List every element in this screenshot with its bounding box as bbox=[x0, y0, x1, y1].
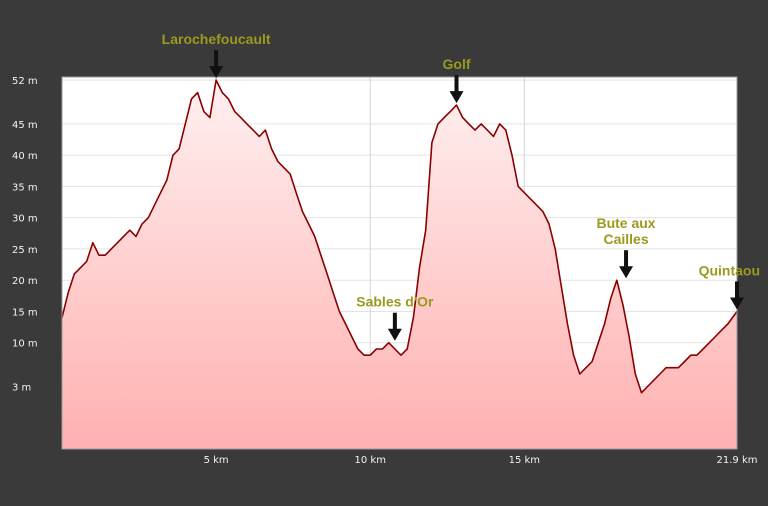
annotation-quintaou: Quintaou bbox=[699, 262, 760, 310]
y-axis-ticks: 52 m 45 m 40 m 35 m 30 m 25 m 20 m 15 m 10 m 3 m bbox=[12, 76, 38, 393]
annotation-arrow-head bbox=[209, 66, 224, 79]
annotation-label: Golf bbox=[443, 56, 471, 72]
annotation-label: Quintaou bbox=[699, 262, 760, 278]
y-tick-label: 25 m bbox=[12, 245, 38, 256]
plot-border bbox=[61, 76, 738, 450]
annotation-label: Bute aux bbox=[596, 215, 655, 231]
y-tick-label: 45 m bbox=[12, 120, 38, 131]
y-tick-label: 52 m bbox=[12, 76, 38, 87]
annotation-label: Sables d'Or bbox=[356, 294, 434, 310]
annotation-label: Larochefoucault bbox=[162, 31, 271, 47]
y-tick-label: 3 m bbox=[12, 382, 31, 393]
x-axis-ticks: 5 km 10 km 15 km 21.9 km bbox=[204, 455, 758, 466]
annotation-golf: Golf bbox=[443, 56, 471, 104]
annotation-arrow-head bbox=[619, 266, 634, 279]
annotation-arrow-head bbox=[730, 297, 744, 310]
poi-annotations: Larochefoucault Golf Sables d'Or Bute auxCa… bbox=[162, 31, 760, 341]
y-tick-label: 15 m bbox=[12, 307, 38, 318]
annotation-label: Cailles bbox=[603, 231, 648, 247]
y-tick-label: 30 m bbox=[12, 214, 38, 225]
x-tick-label: 21.9 km bbox=[717, 455, 758, 466]
x-tick-label: 15 km bbox=[509, 455, 540, 466]
elevation-area bbox=[62, 80, 737, 449]
y-tick-label: 10 m bbox=[12, 339, 38, 350]
annotation-larochefoucault: Larochefoucault bbox=[162, 31, 271, 79]
annotation-sables-dor: Sables d'Or bbox=[356, 294, 434, 341]
y-tick-label: 40 m bbox=[12, 151, 38, 162]
annotation-arrow-head bbox=[449, 91, 464, 104]
y-tick-label: 35 m bbox=[12, 182, 38, 193]
y-tick-label: 20 m bbox=[12, 276, 38, 287]
x-tick-label: 10 km bbox=[355, 455, 386, 466]
elevation-line bbox=[62, 79, 737, 394]
x-tick-label: 5 km bbox=[204, 455, 229, 466]
annotation-arrow-head bbox=[387, 328, 402, 341]
